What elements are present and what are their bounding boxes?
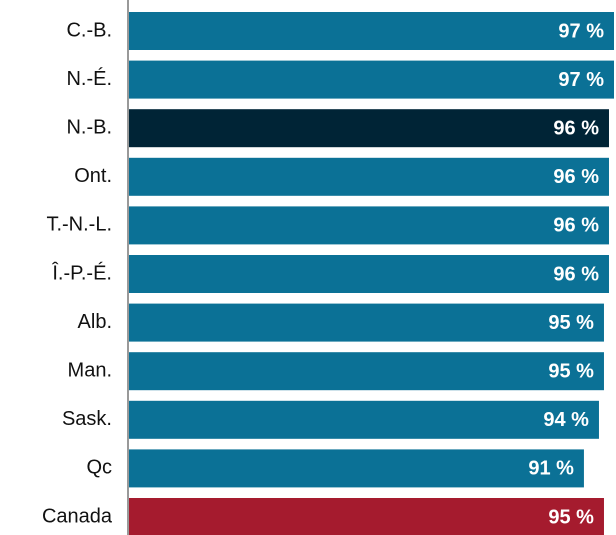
- bar: [128, 255, 609, 293]
- category-label: Ont.: [74, 165, 112, 187]
- value-label: 95 %: [548, 312, 594, 334]
- value-label: 96 %: [553, 166, 599, 188]
- category-label: Alb.: [78, 311, 112, 333]
- bar: [128, 12, 614, 50]
- value-label: 95 %: [548, 360, 594, 382]
- category-label: N.-É.: [66, 67, 112, 90]
- bar: [128, 109, 609, 148]
- bar: [128, 157, 609, 196]
- value-label: 97 %: [558, 69, 604, 91]
- bar: [128, 400, 599, 439]
- bar: [128, 352, 604, 391]
- category-label: Canada: [42, 505, 113, 527]
- value-label: 95 %: [548, 506, 594, 528]
- value-label: 91 %: [528, 458, 574, 480]
- bar: [128, 498, 604, 535]
- category-label: Sask.: [62, 408, 112, 430]
- category-label: Man.: [68, 359, 112, 381]
- value-label: 96 %: [553, 117, 599, 139]
- value-label: 96 %: [553, 215, 599, 237]
- value-label: 96 %: [553, 263, 599, 285]
- value-label: 94 %: [543, 409, 589, 431]
- category-label: Qc: [86, 457, 112, 479]
- bar: [128, 60, 614, 99]
- bar: [128, 206, 609, 245]
- bar: [128, 303, 604, 342]
- category-label: N.-B.: [66, 116, 112, 138]
- value-label: 97 %: [558, 20, 604, 42]
- category-label: T.-N.-L.: [46, 214, 112, 236]
- bar: [128, 449, 584, 488]
- category-label: C.-B.: [66, 19, 112, 41]
- category-label: Î.-P.-É.: [51, 261, 112, 284]
